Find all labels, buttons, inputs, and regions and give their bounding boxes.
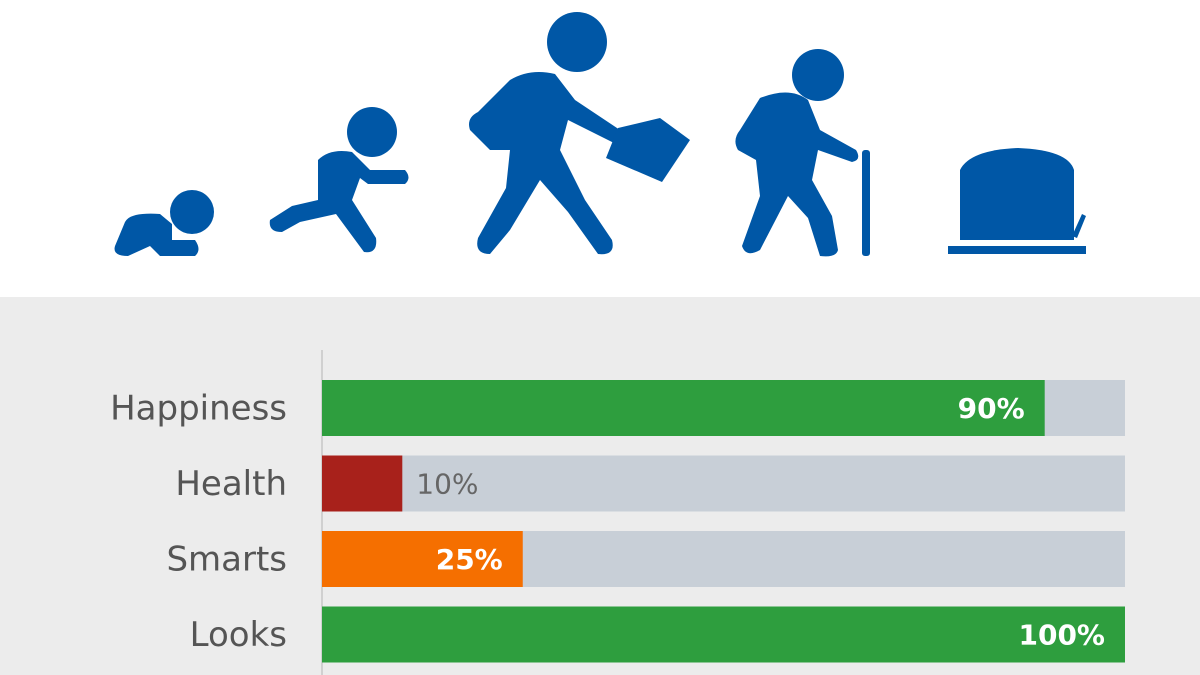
value-label: 10% — [416, 468, 478, 501]
baby-icon — [114, 190, 214, 256]
bar — [322, 455, 403, 512]
stat-label: Smarts — [166, 540, 287, 580]
child-icon — [269, 107, 409, 253]
adult-icon — [469, 12, 690, 255]
bar — [322, 380, 1045, 436]
value-label: 100% — [1018, 619, 1105, 652]
stat-label: Looks — [190, 615, 287, 655]
stat-bars: Happiness 90% Health 10% Smarts 25% Looks 100% — [110, 380, 1125, 663]
elder-icon — [735, 49, 870, 257]
grave-icon — [948, 148, 1086, 254]
bar — [322, 606, 1125, 663]
bar-track — [322, 455, 1125, 512]
value-label: 25% — [436, 543, 503, 576]
stat-label: Happiness — [110, 389, 287, 429]
value-label: 90% — [958, 392, 1025, 425]
bar — [322, 531, 523, 587]
stat-label: Health — [175, 464, 287, 504]
life-stages — [114, 12, 1086, 257]
